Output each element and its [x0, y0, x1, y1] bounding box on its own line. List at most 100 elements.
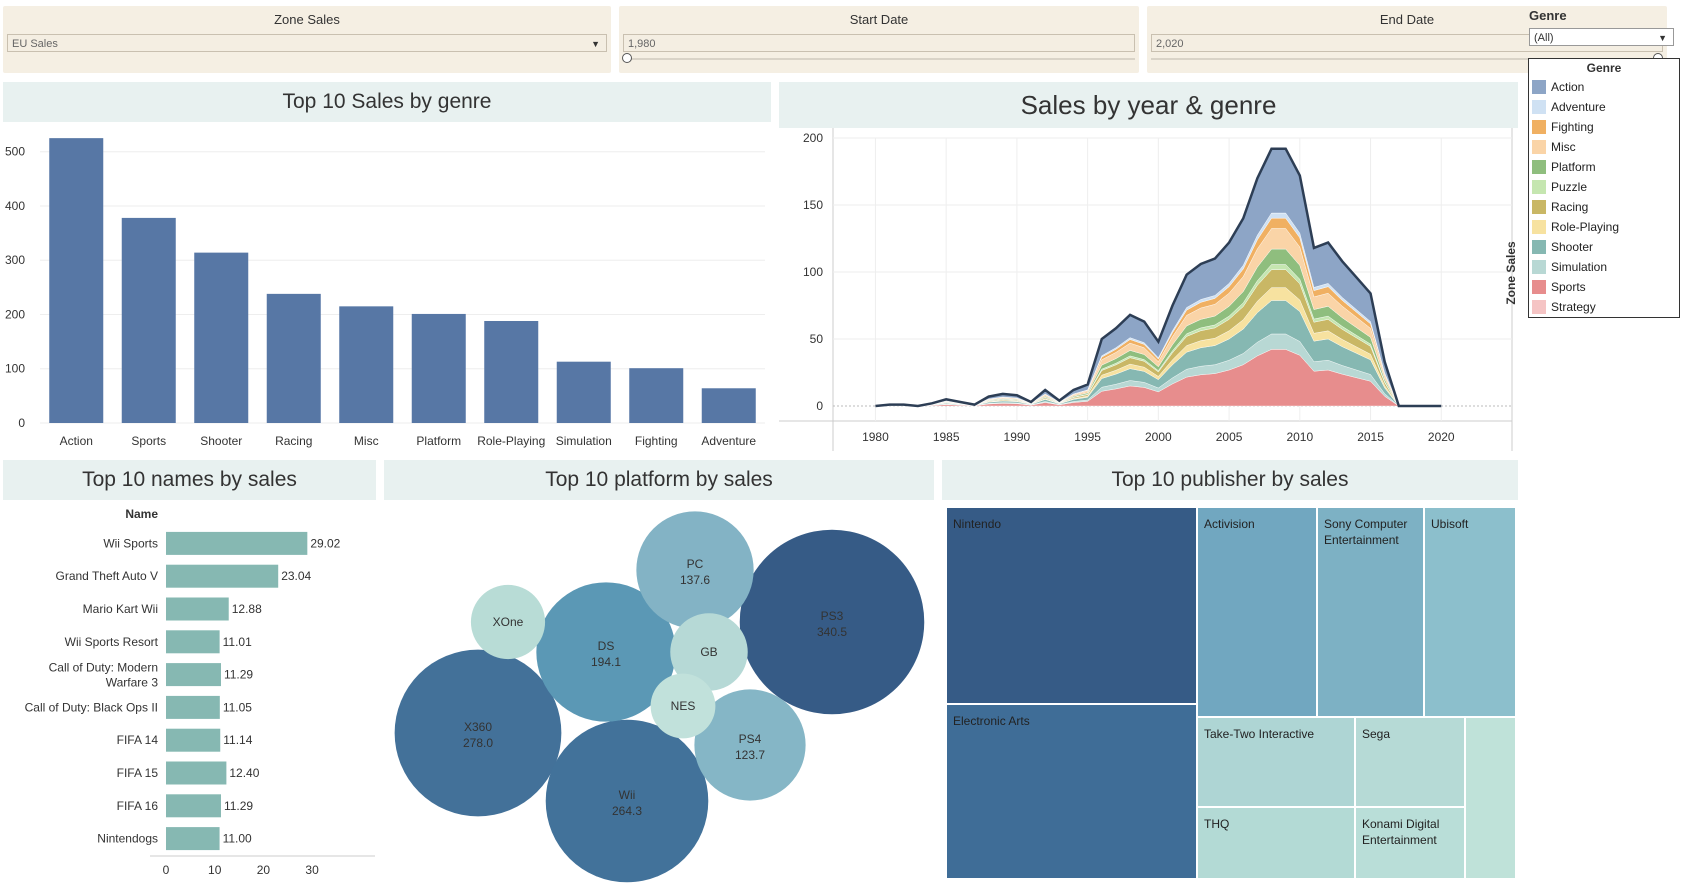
publisher-cell[interactable]: Nintendo — [946, 507, 1197, 704]
publisher-cell[interactable]: THQ — [1197, 807, 1355, 879]
legend-swatch — [1532, 200, 1546, 214]
legend-item[interactable]: Adventure — [1532, 97, 1679, 117]
start-date-slider-track[interactable] — [627, 58, 1135, 60]
platform-bubble — [650, 673, 716, 739]
genre-bar-title: Top 10 Sales by genre — [3, 82, 771, 122]
start-date-title: Start Date — [849, 12, 909, 27]
legend-item[interactable]: Strategy — [1532, 297, 1679, 317]
publisher-treemap: Nintendo Electronic Arts Activision Sony Co… — [946, 507, 1516, 879]
legend-item[interactable]: Fighting — [1532, 117, 1679, 137]
publisher-cell[interactable]: Konami Digital Entertainment — [1355, 807, 1465, 879]
end-date-slider-track[interactable] — [1151, 58, 1657, 60]
legend-item[interactable]: Racing — [1532, 197, 1679, 217]
publisher-cell[interactable]: Sony Computer Entertainment — [1317, 507, 1424, 717]
publisher-cell[interactable]: Take-Two Interactive — [1197, 717, 1355, 807]
legend-label: Simulation — [1551, 260, 1608, 274]
y-tick-label: 100 — [5, 362, 25, 376]
x-tick-label: 2000 — [1145, 430, 1172, 444]
legend-swatch — [1532, 160, 1546, 174]
bubble-value: 137.6 — [680, 573, 710, 587]
x-tick-label: 1995 — [1074, 430, 1101, 444]
legend-item[interactable]: Platform — [1532, 157, 1679, 177]
name-bar — [166, 630, 220, 654]
legend-swatch — [1532, 300, 1546, 314]
platform-bubble — [536, 582, 676, 722]
y-tick-label: 500 — [5, 145, 25, 159]
genre-bar — [339, 306, 394, 423]
legend-swatch — [1532, 280, 1546, 294]
legend-label: Action — [1551, 80, 1585, 94]
legend-swatch — [1532, 180, 1546, 194]
legend-swatch — [1532, 100, 1546, 114]
publisher-cell[interactable]: Electronic Arts — [946, 704, 1197, 879]
legend-item[interactable]: Role-Playing — [1532, 217, 1679, 237]
platform-bubble — [394, 649, 562, 817]
y-tick-label: 100 — [803, 265, 823, 279]
genre-bar — [701, 388, 756, 423]
genre-dropdown[interactable]: (All) ▼ — [1529, 28, 1674, 46]
platform-bubble — [636, 511, 754, 629]
start-date-slider-handle[interactable] — [622, 53, 632, 63]
legend-item[interactable]: Action — [1532, 77, 1679, 97]
start-date-input[interactable]: 1,980 — [623, 34, 1135, 52]
name-bar — [166, 695, 220, 719]
bubble-label: DS — [598, 639, 615, 653]
bubble-label: Wii — [619, 788, 636, 802]
platform-bubble — [739, 529, 925, 715]
name-label: Nintendogs — [97, 832, 158, 846]
publisher-label: Ubisoft — [1431, 517, 1469, 531]
value-label: 11.14 — [223, 733, 252, 747]
publisher-cell[interactable]: Sega — [1355, 717, 1465, 807]
bubble-label: PC — [687, 557, 704, 571]
bubble-value: 264.3 — [612, 804, 642, 818]
name-label: FIFA 16 — [117, 799, 159, 813]
name-label: FIFA 15 — [117, 766, 159, 780]
platform-bubble — [470, 584, 546, 660]
publisher-label: Sega — [1362, 727, 1391, 741]
y-axis-title: Zone Sales — [1504, 241, 1518, 305]
x-tick-label: Racing — [275, 434, 312, 448]
name-label: Wii Sports Resort — [65, 635, 159, 649]
legend-item[interactable]: Shooter — [1532, 237, 1679, 257]
publisher-label: Konami Digital Entertainment — [1362, 817, 1440, 847]
value-label: 23.04 — [281, 569, 311, 583]
platform-bubble — [545, 719, 709, 883]
x-tick-label: Simulation — [556, 434, 612, 448]
publisher-cell[interactable]: Ubisoft — [1424, 507, 1516, 717]
bubble-label: PS3 — [821, 609, 844, 623]
x-tick-label: Action — [60, 434, 93, 448]
bubble-label: NES — [671, 699, 696, 713]
name-label: FIFA 14 — [117, 733, 159, 747]
bubble-value: 340.5 — [817, 625, 847, 639]
name-bar — [166, 531, 308, 555]
publisher-cell[interactable]: Activision — [1197, 507, 1317, 717]
platform-bubble — [670, 613, 748, 691]
legend-item[interactable]: Misc — [1532, 137, 1679, 157]
legend-label: Fighting — [1551, 120, 1594, 134]
end-date-value: 2,020 — [1156, 38, 1184, 50]
name-label: Mario Kart Wii — [83, 602, 158, 616]
publisher-cell[interactable] — [1465, 717, 1516, 879]
name-bar — [166, 597, 229, 621]
zone-sales-title: Zone Sales — [274, 12, 340, 27]
name-bar — [166, 761, 227, 785]
legend-swatch — [1532, 80, 1546, 94]
x-tick-label: 20 — [257, 863, 271, 877]
x-tick-label: 10 — [208, 863, 222, 877]
x-tick-label: Platform — [416, 434, 461, 448]
name-label: Call of Duty: Black Ops II — [25, 700, 158, 714]
x-tick-label: 2005 — [1216, 430, 1243, 444]
legend-item[interactable]: Simulation — [1532, 257, 1679, 277]
legend-item[interactable]: Puzzle — [1532, 177, 1679, 197]
genre-bar — [49, 138, 104, 423]
name-label: Grand Theft Auto V — [55, 569, 158, 583]
value-label: 11.00 — [223, 832, 252, 846]
legend-label: Strategy — [1551, 300, 1596, 314]
value-label: 11.05 — [223, 700, 252, 714]
zone-sales-dropdown[interactable]: EU Sales ▼ — [7, 34, 607, 52]
legend-label: Sports — [1551, 280, 1586, 294]
y-tick-label: 200 — [803, 131, 823, 145]
legend-label: Puzzle — [1551, 180, 1588, 194]
x-tick-label: 2015 — [1357, 430, 1384, 444]
legend-item[interactable]: Sports — [1532, 277, 1679, 297]
